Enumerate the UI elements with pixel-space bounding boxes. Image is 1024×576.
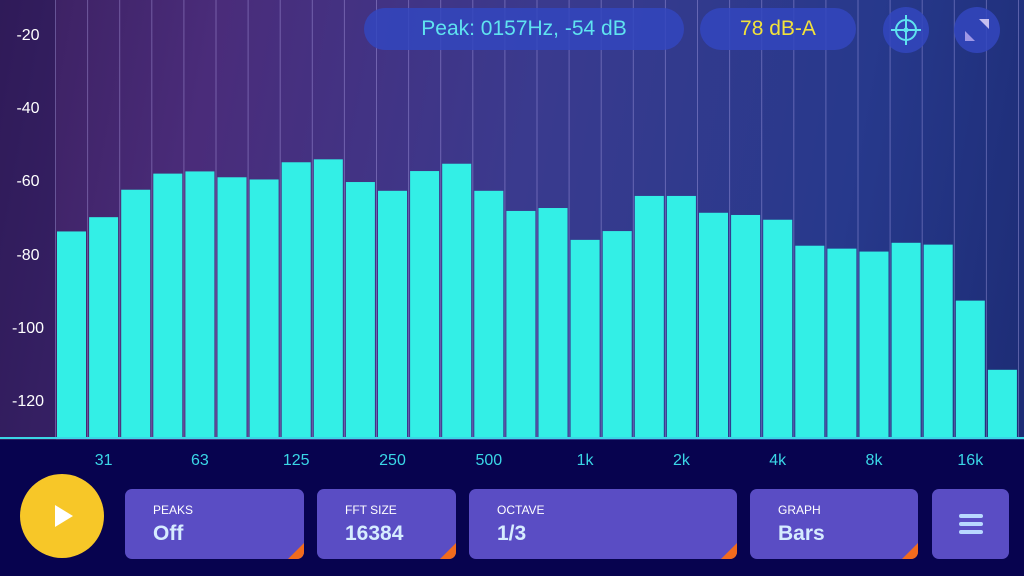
- spectrum-bar: [153, 173, 183, 438]
- y-axis-panel: [0, 0, 56, 440]
- target-button[interactable]: [883, 7, 929, 53]
- x-tick-label: 2k: [672, 452, 690, 469]
- x-tick-label: 4k: [769, 452, 787, 469]
- peaks-value: Off: [153, 522, 184, 545]
- x-tick-label: 250: [379, 452, 406, 469]
- crosshair-icon: [891, 15, 921, 45]
- play-icon: [55, 505, 73, 527]
- spectrum-bar: [89, 217, 119, 438]
- peaks-control[interactable]: PEAKS Off: [125, 489, 304, 559]
- play-button[interactable]: [20, 474, 104, 558]
- graph-label: GRAPH: [778, 503, 821, 517]
- x-tick-label: 125: [282, 452, 310, 469]
- dropdown-corner-icon: [288, 543, 304, 559]
- spectrum-bar: [474, 190, 504, 438]
- graph-value: Bars: [778, 522, 825, 545]
- spectrum-bar: [442, 163, 472, 438]
- fft-size-value: 16384: [345, 522, 404, 545]
- spectrum-bar: [731, 214, 761, 438]
- y-tick-label: -20: [16, 27, 40, 44]
- octave-label: OCTAVE: [497, 503, 545, 517]
- x-tick-label: 1k: [576, 452, 594, 469]
- spectrum-bar: [891, 242, 921, 438]
- fullscreen-button[interactable]: [954, 7, 1000, 53]
- expand-icon: [965, 19, 989, 41]
- y-tick-label: -100: [11, 319, 45, 337]
- spectrum-bar: [634, 195, 664, 438]
- spectrum-bar: [538, 208, 568, 438]
- x-axis-line: [0, 437, 1024, 439]
- spectrum-bar: [281, 162, 311, 438]
- spectrum-bar: [185, 171, 215, 439]
- spectrum-bar: [121, 189, 151, 438]
- y-tick-label: -40: [16, 100, 40, 118]
- fft-size-label: FFT SIZE: [345, 503, 397, 517]
- y-tick-label: -120: [11, 393, 45, 410]
- spectrum-plot: -20 -40 -60 -80 -100 -120: [0, 0, 1024, 440]
- y-tick-label: -80: [16, 246, 40, 264]
- spectrum-bar: [313, 159, 343, 439]
- spectrum-bar: [666, 195, 696, 438]
- fft-size-control[interactable]: FFT SIZE 16384: [317, 489, 456, 559]
- spectrum-bar: [410, 171, 440, 438]
- peak-readout: Peak: 0157Hz, -54 dB: [364, 8, 684, 50]
- octave-control[interactable]: OCTAVE 1/3: [469, 489, 737, 559]
- spectrum-bar: [859, 251, 889, 438]
- spectrum-bar: [923, 244, 953, 438]
- peaks-label: PEAKS: [153, 503, 194, 517]
- spectrum-bar: [345, 182, 375, 438]
- spectrum-bar: [378, 190, 407, 438]
- level-readout: 78 dB-A: [700, 8, 856, 50]
- hamburger-menu-icon: [958, 514, 983, 534]
- y-tick-label: -60: [16, 173, 40, 191]
- spectrum-bar: [955, 300, 985, 438]
- spectrum-bar: [987, 369, 1017, 438]
- x-tick-label: 8k: [865, 452, 883, 469]
- dropdown-corner-icon: [902, 543, 918, 559]
- x-tick-label: 16k: [957, 452, 984, 469]
- x-tick-label: 63: [190, 452, 209, 469]
- spectrum-bar: [570, 239, 600, 438]
- spectrum-bar: [827, 248, 857, 438]
- spectrum-bar: [217, 177, 247, 438]
- octave-value: 1/3: [497, 522, 527, 545]
- menu-button[interactable]: [932, 489, 1009, 559]
- spectrum-bar: [699, 212, 728, 438]
- dropdown-corner-icon: [721, 543, 737, 559]
- x-tick-label: 500: [475, 452, 503, 469]
- spectrum-bar: [795, 245, 825, 438]
- spectrum-bar: [249, 179, 279, 439]
- graph-control[interactable]: GRAPH Bars: [750, 489, 918, 559]
- dropdown-corner-icon: [440, 543, 456, 559]
- spectrum-bar: [506, 210, 536, 438]
- spectrum-bar: [602, 231, 632, 438]
- x-tick-label: 31: [94, 452, 113, 469]
- spectrum-bar: [57, 231, 86, 438]
- spectrum-chart: [55, 0, 1019, 439]
- spectrum-bar: [763, 219, 793, 438]
